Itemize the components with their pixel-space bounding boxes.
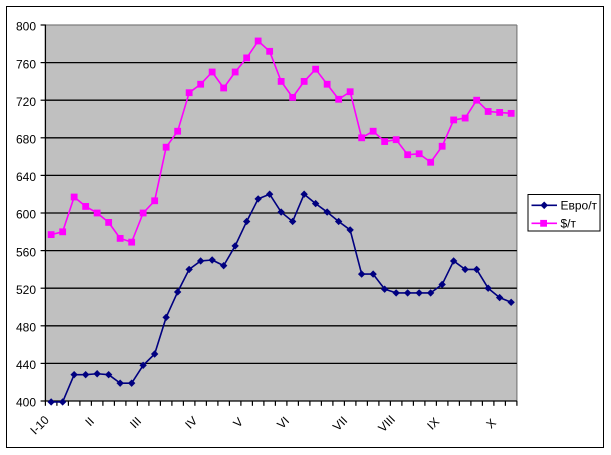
svg-text:760: 760 bbox=[16, 57, 36, 71]
svg-text:440: 440 bbox=[16, 358, 36, 372]
svg-text:$/т: $/т bbox=[561, 217, 577, 231]
svg-text:400: 400 bbox=[16, 396, 36, 410]
svg-text:600: 600 bbox=[16, 208, 36, 222]
svg-text:Евро/т: Евро/т bbox=[561, 199, 598, 213]
svg-text:800: 800 bbox=[16, 20, 36, 34]
svg-text:520: 520 bbox=[16, 283, 36, 297]
svg-text:560: 560 bbox=[16, 245, 36, 259]
svg-text:680: 680 bbox=[16, 133, 36, 147]
svg-text:640: 640 bbox=[16, 170, 36, 184]
svg-text:480: 480 bbox=[16, 321, 36, 335]
svg-text:720: 720 bbox=[16, 95, 36, 109]
